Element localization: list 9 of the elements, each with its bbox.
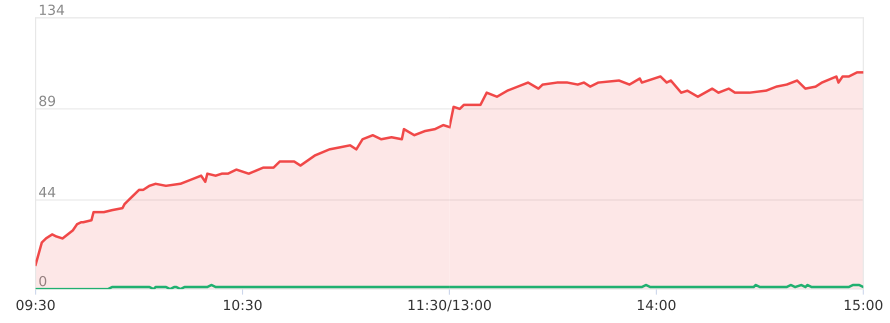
y-tick-label: 44 [39, 186, 56, 198]
x-tick-label: 14:00 [638, 300, 676, 310]
y-tick-label: 134 [40, 4, 64, 16]
x-tick-label: 10:30 [224, 300, 262, 310]
x-tick-label: 15:00 [844, 300, 882, 310]
y-tick-label: 0 [39, 276, 46, 286]
x-tick-label: 11:30/13:00 [408, 300, 491, 312]
x-tick-label: 09:30 [16, 300, 55, 310]
y-tick-label: 89 [39, 96, 56, 106]
